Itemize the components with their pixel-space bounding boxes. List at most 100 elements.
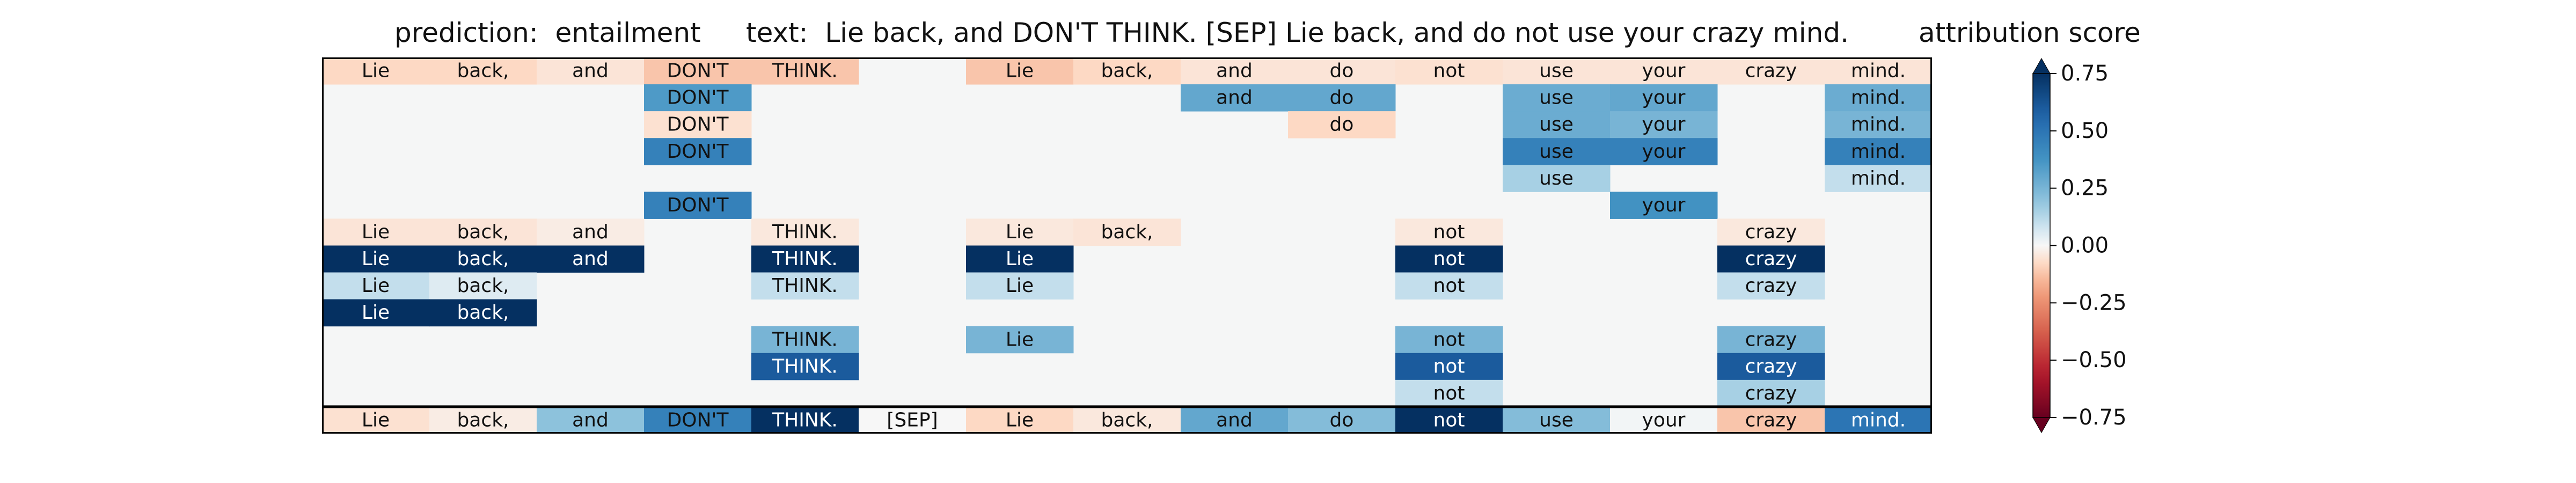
- cell-token-label: back,: [457, 221, 509, 243]
- cell-token-label: [SEP]: [887, 409, 938, 431]
- heatmap-cell: use: [1503, 84, 1611, 112]
- cell-rect: [537, 57, 645, 85]
- colorbar-tick-label: 0.75: [2061, 61, 2109, 86]
- cell-token-label: back,: [1101, 221, 1153, 243]
- cell-token-label: back,: [1101, 409, 1153, 431]
- cell-token-label: THINK.: [772, 355, 838, 377]
- heatmap-cell: Lie: [322, 57, 430, 85]
- attribution-heatmap: Lie back, and DON'T THINK. Lie back, and do not us…: [322, 57, 1932, 434]
- heatmap-cell: use: [1503, 57, 1611, 85]
- heatmap-cell: THINK.: [751, 272, 859, 300]
- summary-cell: Lie: [966, 406, 1074, 434]
- heatmap-cell: Lie: [322, 245, 430, 273]
- heatmap-cell: do: [1288, 57, 1396, 85]
- heatmap-cell: and: [537, 245, 645, 273]
- cell-rect: [1181, 57, 1289, 85]
- cell-token-label: crazy: [1745, 60, 1797, 82]
- cell-token-label: not: [1433, 248, 1465, 270]
- cell-token-label: and: [572, 60, 609, 82]
- cell-token-label: DON'T: [667, 114, 729, 136]
- heatmap-cell: back,: [1073, 57, 1181, 85]
- cell-rect: [1395, 245, 1503, 273]
- cell-token-label: back,: [457, 60, 509, 82]
- heatmap-cell: THINK.: [751, 353, 859, 380]
- cell-rect: [1395, 272, 1503, 300]
- cell-rect: [1073, 218, 1181, 246]
- cell-token-label: THINK.: [772, 221, 838, 243]
- summary-cell: DON'T: [644, 406, 752, 434]
- summary-cell: crazy: [1717, 406, 1825, 434]
- cell-token-label: use: [1539, 87, 1574, 109]
- prediction-title: prediction: entailment: [394, 17, 701, 48]
- cell-rect: [537, 245, 645, 273]
- cell-rect: [1610, 111, 1718, 138]
- cell-token-label: do: [1330, 114, 1354, 136]
- cell-rect: [1717, 353, 1825, 380]
- heatmap-cell: do: [1288, 111, 1396, 138]
- cell-token-label: back,: [457, 248, 509, 270]
- heatmap-cell: your: [1610, 138, 1718, 165]
- summary-cell: [SEP]: [859, 406, 967, 434]
- cell-rect: [322, 57, 430, 85]
- cell-rect: [966, 272, 1074, 300]
- cell-rect: [537, 406, 645, 434]
- cell-rect: [429, 245, 537, 273]
- heatmap-cell: back,: [1073, 218, 1181, 246]
- cell-token-label: DON'T: [667, 87, 729, 109]
- cell-rect: [1395, 406, 1503, 434]
- cell-token-label: not: [1433, 355, 1465, 377]
- cell-token-label: THINK.: [772, 60, 838, 82]
- colorbar-tick-label: 0.50: [2061, 119, 2109, 143]
- cell-rect: [751, 326, 859, 354]
- summary-cell: mind.: [1825, 406, 1932, 434]
- cell-rect: [1395, 326, 1503, 354]
- cell-token-label: your: [1642, 194, 1686, 216]
- cell-token-label: your: [1642, 87, 1686, 109]
- heatmap-cell: your: [1610, 84, 1718, 112]
- heatmap-cell: Lie: [966, 218, 1074, 246]
- cell-rect: [537, 218, 645, 246]
- heatmap-cell: not: [1395, 326, 1503, 354]
- cell-token-label: and: [572, 248, 609, 270]
- cell-token-label: your: [1642, 60, 1686, 82]
- cell-token-label: Lie: [1006, 248, 1034, 270]
- heatmap-cell: DON'T: [644, 84, 752, 112]
- cell-token-label: not: [1433, 60, 1465, 82]
- cell-token-label: crazy: [1745, 248, 1797, 270]
- cell-rect: [1717, 379, 1825, 407]
- colorbar-title: attribution score: [1919, 17, 2141, 48]
- cell-rect: [1288, 84, 1396, 112]
- cell-rect: [1503, 111, 1611, 138]
- cell-rect: [966, 326, 1074, 354]
- heatmap-cell: mind.: [1825, 57, 1932, 85]
- heatmap-cell: not: [1395, 218, 1503, 246]
- cell-token-label: your: [1642, 141, 1686, 163]
- heatmap-cell: use: [1503, 138, 1611, 165]
- cell-rect: [322, 272, 430, 300]
- heatmap-cell: your: [1610, 57, 1718, 85]
- heatmap-cell: use: [1503, 165, 1611, 192]
- heatmap-cell: and: [537, 218, 645, 246]
- heatmap-cell: do: [1288, 84, 1396, 112]
- cell-rect: [1717, 406, 1825, 434]
- cell-token-label: crazy: [1745, 355, 1797, 377]
- heatmap-cell: mind.: [1825, 111, 1932, 138]
- cell-rect: [966, 218, 1074, 246]
- cell-rect: [1825, 84, 1932, 112]
- summary-cell: use: [1503, 406, 1611, 434]
- summary-cell: back,: [429, 406, 537, 434]
- cell-rect: [966, 57, 1074, 85]
- cell-rect: [644, 84, 752, 112]
- cell-token-label: crazy: [1745, 328, 1797, 350]
- cell-token-label: use: [1539, 60, 1574, 82]
- summary-cell: THINK.: [751, 406, 859, 434]
- cell-rect: [322, 406, 430, 434]
- colorbar-tick-label: −0.75: [2061, 405, 2127, 430]
- cell-rect: [1503, 57, 1611, 85]
- heatmap-cell: use: [1503, 111, 1611, 138]
- heatmap-cell: DON'T: [644, 192, 752, 219]
- heatmap-cell: THINK.: [751, 326, 859, 354]
- cell-token-label: Lie: [1006, 275, 1034, 297]
- cell-token-label: mind.: [1851, 141, 1906, 163]
